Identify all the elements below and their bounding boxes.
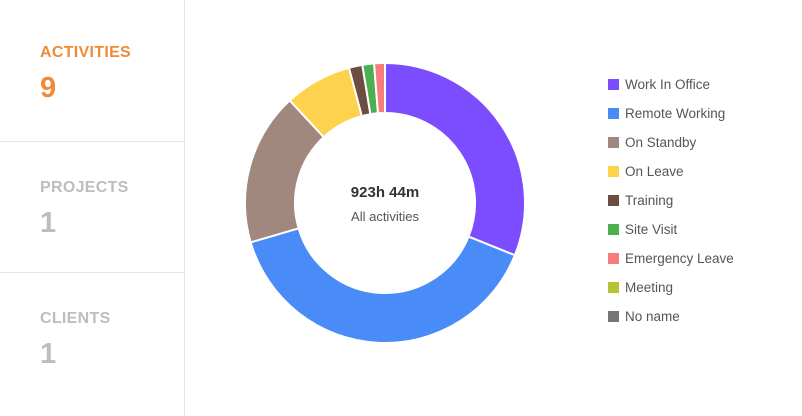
donut-slice-remote-working[interactable] bbox=[249, 227, 517, 344]
donut-slice-work-in-office[interactable] bbox=[384, 61, 526, 257]
legend-item-remote-working[interactable]: Remote Working bbox=[608, 99, 734, 128]
chart-legend: Work In Office Remote Working On Standby On… bbox=[608, 70, 734, 331]
stat-clients-count: 1 bbox=[40, 338, 57, 370]
legend-item-site-visit[interactable]: Site Visit bbox=[608, 215, 734, 244]
legend-label: Training bbox=[625, 193, 674, 208]
legend-swatch bbox=[608, 79, 619, 90]
legend-swatch bbox=[608, 166, 619, 177]
legend-item-no-name[interactable]: No name bbox=[608, 302, 734, 331]
legend-label: Work In Office bbox=[625, 77, 711, 92]
legend-swatch bbox=[608, 282, 619, 293]
donut-total-time: 923h 44m bbox=[351, 184, 419, 201]
legend-item-on-leave[interactable]: On Leave bbox=[608, 157, 734, 186]
legend-item-meeting[interactable]: Meeting bbox=[608, 273, 734, 302]
legend-item-emergency-leave[interactable]: Emergency Leave bbox=[608, 244, 734, 273]
stat-projects[interactable]: PROJECTS 1 bbox=[0, 141, 184, 272]
stat-activities-count: 9 bbox=[40, 72, 57, 104]
legend-label: No name bbox=[625, 309, 680, 324]
donut-slices bbox=[244, 61, 526, 344]
stat-activities-label: ACTIVITIES bbox=[40, 44, 132, 61]
stat-clients[interactable]: CLIENTS 1 bbox=[0, 272, 184, 416]
legend-swatch bbox=[608, 224, 619, 235]
legend-label: Emergency Leave bbox=[625, 251, 734, 266]
donut-slice-emergency-leave[interactable] bbox=[372, 61, 386, 115]
legend-label: On Leave bbox=[625, 164, 684, 179]
legend-item-work-in-office[interactable]: Work In Office bbox=[608, 70, 734, 99]
legend-item-on-standby[interactable]: On Standby bbox=[608, 128, 734, 157]
stats-sidebar: ACTIVITIES 9 PROJECTS 1 CLIENTS 1 bbox=[0, 0, 185, 416]
legend-label: Site Visit bbox=[625, 222, 678, 237]
legend-swatch bbox=[608, 137, 619, 148]
legend-label: On Standby bbox=[625, 135, 697, 150]
stat-activities[interactable]: ACTIVITIES 9 bbox=[0, 0, 184, 141]
stat-clients-label: CLIENTS bbox=[40, 310, 111, 327]
legend-label: Remote Working bbox=[625, 106, 726, 121]
stat-projects-label: PROJECTS bbox=[40, 179, 129, 196]
legend-swatch bbox=[608, 311, 619, 322]
stat-projects-count: 1 bbox=[40, 207, 57, 239]
donut-center-label: All activities bbox=[351, 209, 419, 224]
legend-swatch bbox=[608, 253, 619, 264]
activities-donut-chart: 923h 44m All activities bbox=[244, 61, 526, 344]
legend-swatch bbox=[608, 195, 619, 206]
legend-item-training[interactable]: Training bbox=[608, 186, 734, 215]
legend-swatch bbox=[608, 108, 619, 119]
legend-label: Meeting bbox=[625, 280, 674, 295]
